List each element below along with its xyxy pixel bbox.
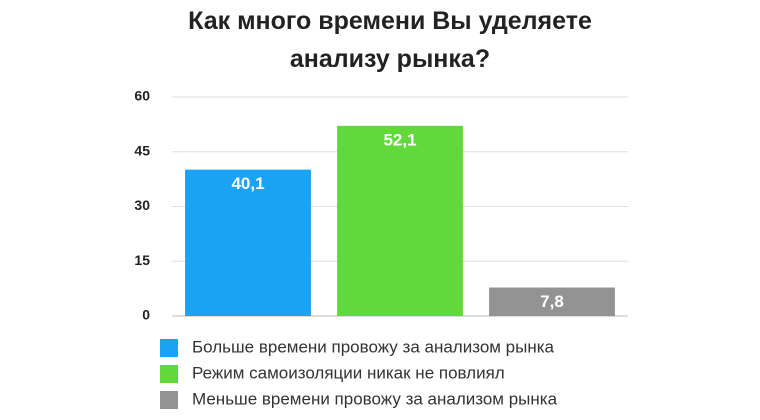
y-tick-label: 60 <box>134 88 150 104</box>
legend-swatch <box>160 391 178 409</box>
legend-label: Режим самоизоляции никак не повлиял <box>192 363 505 382</box>
y-tick-label: 30 <box>134 197 150 213</box>
bar <box>185 169 311 316</box>
y-tick-label: 45 <box>134 142 150 158</box>
value-label: 7,8 <box>540 292 564 311</box>
legend-swatch <box>160 339 178 357</box>
legend-swatch <box>160 365 178 383</box>
bar <box>337 125 463 317</box>
value-label: 52,1 <box>383 130 416 149</box>
value-label: 40,1 <box>231 174 264 193</box>
y-tick-label: 0 <box>142 307 150 323</box>
legend-label: Больше времени провожу за анализом рынка <box>192 337 555 356</box>
bar <box>489 287 615 316</box>
y-tick-label: 15 <box>134 252 150 268</box>
legend-label: Меньше времени провожу за анализом рынка <box>192 389 558 408</box>
chart-title: Как много времени Вы уделяете анализу рын… <box>188 7 592 73</box>
